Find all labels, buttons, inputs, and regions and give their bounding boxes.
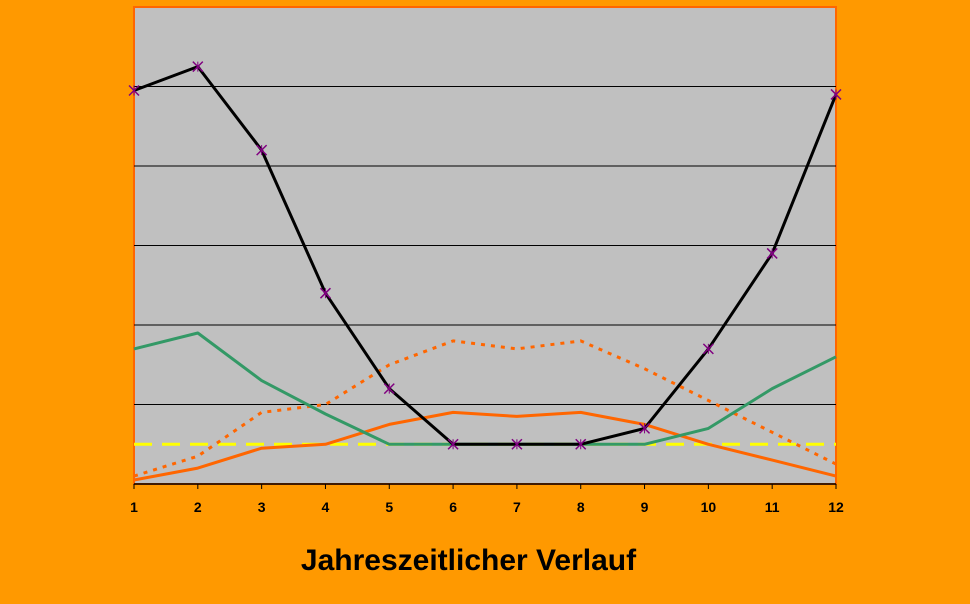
series-line-4: [133, 410, 837, 482]
series-1-point-5: [383, 383, 395, 395]
x-tick-label-5: 5: [385, 499, 393, 515]
series-1-point-2: [192, 61, 204, 73]
x-tick-label-2: 2: [194, 499, 202, 515]
x-tick-label-1: 1: [130, 499, 138, 515]
series-1-point-11: [766, 247, 778, 259]
series-1-point-12: [830, 88, 842, 100]
series-line-3: [133, 339, 837, 478]
x-tick-label-4: 4: [322, 499, 330, 515]
series-1-point-1: [128, 84, 140, 97]
series-layer: [128, 61, 842, 482]
series-line-1: [133, 65, 838, 446]
series-1-point-3: [256, 144, 268, 156]
x-tick-label-11: 11: [765, 499, 780, 515]
axes: [133, 483, 837, 489]
x-tick-label-6: 6: [449, 499, 457, 515]
x-tick-label-8: 8: [577, 499, 585, 515]
chart-title: Jahreszeitlicher Verlauf: [300, 544, 637, 577]
x-tick-label-12: 12: [828, 499, 844, 515]
series-1-point-9: [639, 422, 651, 434]
x-tick-label-3: 3: [258, 499, 266, 515]
series-1-point-7: [511, 438, 523, 450]
x-tick-label-7: 7: [513, 499, 521, 515]
series-1-point-6: [447, 438, 459, 450]
x-tick-label-10: 10: [701, 499, 717, 515]
x-tick-label-9: 9: [641, 499, 649, 515]
series-1-point-8: [575, 438, 587, 450]
series-1-point-10: [702, 343, 714, 355]
series-1-point-4: [319, 287, 331, 299]
x-tick-labels: 1 2 3 4 5 6 7 8 9 10 11 12: [130, 499, 844, 515]
